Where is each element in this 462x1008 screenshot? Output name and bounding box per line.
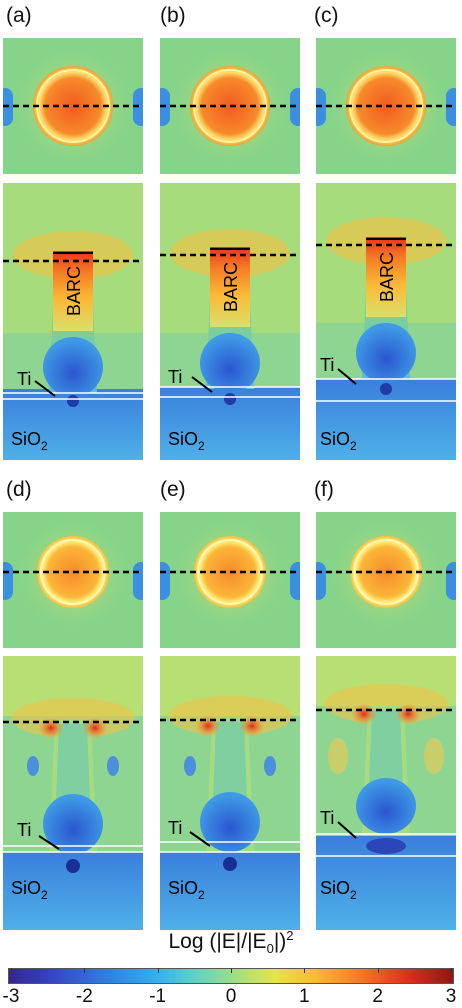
barc-label-b: BARC	[221, 262, 241, 312]
sio2-label-f: SiO2	[320, 878, 357, 902]
barc-label-c: BARC	[377, 252, 397, 302]
top-map-c	[316, 38, 456, 174]
panel-label-e: (e)	[160, 478, 186, 501]
sio2-label-d: SiO2	[11, 878, 48, 902]
sio2-label-c: SiO2	[320, 429, 357, 453]
sio2-label-e: SiO2	[168, 878, 205, 902]
colorbar-tick-label: 2	[372, 986, 383, 1007]
panel-label-a: (a)	[6, 4, 32, 27]
colorbar-tick-label: 1	[299, 986, 310, 1007]
sio2-label-b: SiO2	[168, 429, 205, 453]
colorbar-tick-label: -2	[75, 986, 93, 1007]
panel-label-c: (c)	[314, 4, 339, 27]
barc-label-a: BARC	[64, 266, 84, 316]
colorbar-title: Log (|E|/|E0|)2	[168, 928, 294, 957]
ti-label-f: Ti	[320, 808, 334, 828]
ti-label-d: Ti	[17, 820, 31, 840]
cross-section-map-f: Ti SiO2	[316, 656, 456, 930]
panel-label-f: (f)	[314, 478, 334, 501]
colorbar-tick-mark	[231, 968, 232, 973]
cross-section-map-e: Ti SiO2	[160, 656, 300, 930]
cross-section-map-d: Ti SiO2	[3, 656, 143, 930]
top-map-a	[3, 38, 143, 174]
panel-label-d: (d)	[6, 478, 32, 501]
colorbar-tick-mark	[451, 968, 452, 973]
cross-section-map-b: BARC Ti SiO2	[160, 183, 300, 460]
colorbar-tick-label: -3	[2, 986, 20, 1007]
top-map-e	[160, 512, 300, 648]
sio2-label-a: SiO2	[11, 429, 48, 453]
colorbar-tick-label: 3	[445, 986, 457, 1007]
cross-section-map-c: BARC Ti SiO2	[316, 183, 456, 460]
colorbar-tick-mark	[304, 968, 306, 973]
ti-label-b: Ti	[168, 367, 182, 387]
ti-label-c: Ti	[320, 355, 334, 375]
colorbar-tick-mark	[377, 968, 379, 973]
top-map-b	[160, 38, 300, 174]
panel-label-b: (b)	[160, 4, 186, 27]
colorbar-tick-mark	[84, 968, 86, 973]
top-map-f	[316, 512, 456, 648]
ti-label-e: Ti	[168, 818, 182, 838]
colorbar-tick-label: 0	[225, 986, 237, 1007]
ti-label-a: Ti	[17, 369, 31, 389]
colorbar-tick-mark	[157, 968, 159, 973]
top-map-d	[3, 512, 143, 648]
colorbar-tick-label: -1	[149, 986, 167, 1007]
colorbar-tick-mark	[11, 968, 12, 973]
cross-section-map-a: BARC Ti SiO2	[3, 183, 143, 460]
